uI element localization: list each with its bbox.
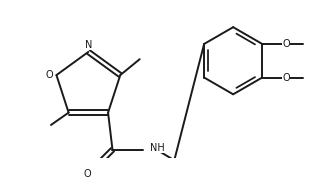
Text: N: N xyxy=(85,40,92,50)
Text: O: O xyxy=(282,72,290,83)
Text: NH: NH xyxy=(150,143,164,153)
Text: O: O xyxy=(46,70,53,80)
Text: O: O xyxy=(84,169,92,178)
Text: O: O xyxy=(282,39,290,49)
